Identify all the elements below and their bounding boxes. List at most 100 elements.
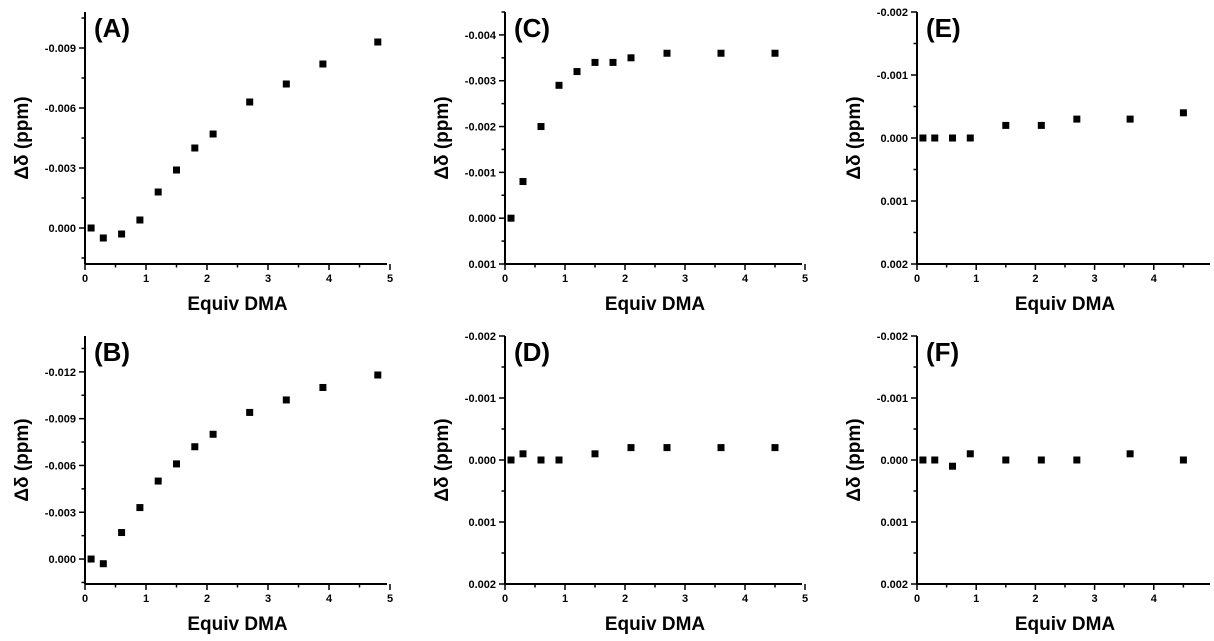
y-tick-label: -0.003 [45, 507, 76, 519]
panel-label: (F) [926, 337, 959, 367]
data-point [519, 178, 527, 186]
x-tick-label: 3 [265, 593, 271, 605]
y-tick-label: 0.000 [880, 455, 908, 467]
data-point [154, 188, 162, 196]
y-tick-label: 0.000 [48, 223, 76, 235]
x-tick-label: 0 [82, 593, 88, 605]
data-point [771, 444, 779, 452]
data-point [136, 504, 144, 512]
y-axis-title: Δδ (ppm) [12, 418, 33, 501]
data-point [191, 443, 199, 451]
data-point [537, 123, 545, 131]
x-tick-label: 0 [502, 273, 508, 285]
data-point [118, 230, 126, 238]
data-point [1126, 115, 1134, 123]
panel-e: 0 1 2 3 4 0.002 0.001 0.000 -0.001 -0.002 Equiv DM… [844, 7, 1210, 315]
y-tick-label: -0.002 [465, 331, 496, 343]
x-axis-title: Equiv DMA [187, 614, 288, 635]
x-tick-label: 2 [622, 593, 628, 605]
panel-label: (E) [926, 13, 961, 43]
x-tick-label: 0 [914, 273, 920, 285]
data-point [1179, 109, 1187, 117]
data-point [154, 477, 162, 485]
data-point [573, 68, 581, 76]
x-axis-title: Equiv DMA [605, 614, 706, 635]
y-tick-label: 0.002 [880, 259, 908, 271]
data-point [507, 456, 515, 464]
x-tick-label: 1 [562, 273, 568, 285]
data-point [949, 462, 957, 470]
data-point [209, 430, 217, 438]
y-tick-label: -0.004 [465, 30, 497, 42]
x-tick-label: 1 [973, 593, 979, 605]
data-point [555, 456, 563, 464]
y-tick-label: 0.000 [880, 133, 908, 145]
x-tick-label: 3 [1092, 273, 1098, 285]
data-point [919, 456, 927, 464]
data-point [966, 450, 974, 458]
data-point [374, 371, 382, 379]
data-point [282, 396, 290, 404]
panel-d: 0 1 2 3 4 5 0.002 0.001 0.000 -0.001 -0.002 Equiv D… [432, 331, 808, 635]
data-point [282, 80, 290, 88]
y-tick-label: 0.000 [48, 554, 76, 566]
y-tick-label: 0.000 [468, 455, 496, 467]
panel-a: 0 1 2 3 4 5 0.000 -0.003 -0.006 -0.009 Equiv DMA Δδ… [12, 12, 393, 315]
data-point [537, 456, 545, 464]
x-tick-label: 4 [1151, 273, 1158, 285]
y-tick-label: 0.001 [468, 259, 496, 271]
data-point [1002, 456, 1010, 464]
data-point [191, 144, 199, 152]
data-point [931, 134, 939, 142]
panel-f: 0 1 2 3 4 0.002 0.001 0.000 -0.001 -0.002 Equiv DM… [844, 331, 1210, 635]
data-point [771, 49, 779, 57]
y-tick-label: -0.009 [45, 414, 76, 426]
panel-c: 0 1 2 3 4 5 0.001 0.000 -0.001 -0.002 -0.003 -0.004… [432, 11, 808, 315]
data-point [99, 234, 107, 242]
data-point [1126, 450, 1134, 458]
data-point [663, 49, 671, 57]
x-tick-label: 4 [1151, 593, 1158, 605]
data-point [931, 456, 939, 464]
x-tick-label: 5 [387, 593, 393, 605]
data-point [374, 38, 382, 46]
x-tick-label: 1 [143, 273, 149, 285]
x-tick-label: 4 [326, 593, 333, 605]
panel-label: (C) [514, 13, 550, 43]
y-tick-label: -0.006 [45, 460, 76, 472]
data-point [609, 58, 617, 66]
data-point [319, 383, 327, 391]
x-tick-label: 2 [1032, 593, 1038, 605]
y-axis-title: Δδ (ppm) [844, 96, 865, 179]
x-tick-label: 1 [143, 593, 149, 605]
data-point [246, 408, 254, 416]
y-tick-label: -0.002 [877, 331, 908, 343]
x-tick-label: 2 [204, 273, 210, 285]
x-tick-label: 2 [1032, 273, 1038, 285]
x-tick-label: 5 [802, 273, 808, 285]
data-point [919, 134, 927, 142]
y-tick-label: -0.002 [877, 7, 908, 19]
data-point [591, 450, 599, 458]
y-tick-label: 0.002 [468, 579, 496, 591]
data-point [246, 98, 254, 106]
x-axis-title: Equiv DMA [187, 294, 288, 315]
x-tick-label: 4 [326, 273, 333, 285]
panel-label: (D) [514, 337, 550, 367]
y-tick-label: -0.012 [45, 367, 76, 379]
panel-label: (B) [94, 337, 130, 367]
x-tick-label: 3 [1092, 593, 1098, 605]
data-point [136, 216, 144, 224]
data-point [118, 529, 126, 537]
x-tick-label: 0 [914, 593, 920, 605]
x-tick-label: 5 [802, 593, 808, 605]
data-point [627, 444, 635, 452]
x-tick-label: 0 [82, 273, 88, 285]
x-tick-label: 3 [265, 273, 271, 285]
x-tick-label: 4 [742, 273, 749, 285]
x-tick-label: 3 [682, 593, 688, 605]
data-point [555, 81, 563, 89]
y-tick-label: -0.001 [465, 167, 496, 179]
y-tick-label: 0.001 [468, 517, 496, 529]
